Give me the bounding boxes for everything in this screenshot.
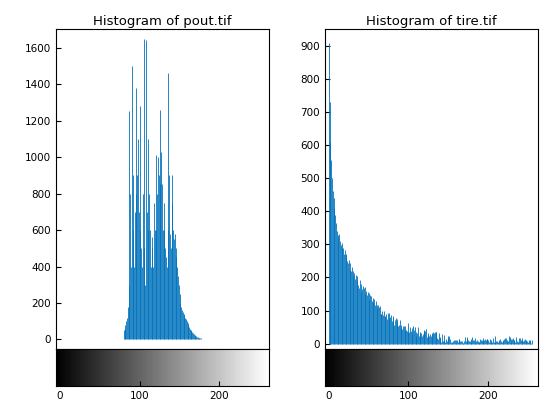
Title: Histogram of tire.tif: Histogram of tire.tif [366,15,497,28]
Title: Histogram of pout.tif: Histogram of pout.tif [93,15,232,28]
